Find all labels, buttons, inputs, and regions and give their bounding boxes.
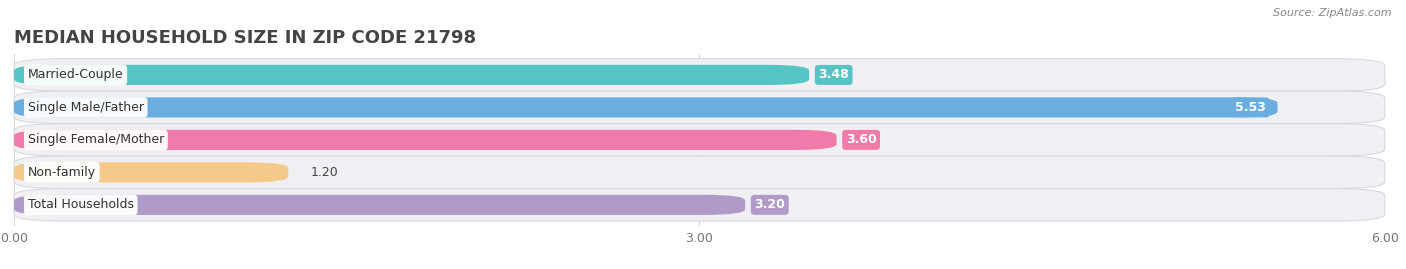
Text: 3.48: 3.48 — [818, 68, 849, 82]
FancyBboxPatch shape — [14, 156, 1385, 189]
FancyBboxPatch shape — [14, 189, 1385, 221]
FancyBboxPatch shape — [14, 59, 1385, 91]
Text: Source: ZipAtlas.com: Source: ZipAtlas.com — [1274, 8, 1392, 18]
Text: Single Male/Father: Single Male/Father — [28, 101, 143, 114]
FancyBboxPatch shape — [14, 91, 1385, 124]
FancyBboxPatch shape — [14, 97, 1278, 118]
Text: 1.20: 1.20 — [311, 166, 339, 179]
Text: Non-family: Non-family — [28, 166, 96, 179]
Text: Total Households: Total Households — [28, 198, 134, 211]
Text: Single Female/Mother: Single Female/Mother — [28, 133, 165, 146]
FancyBboxPatch shape — [14, 195, 745, 215]
FancyBboxPatch shape — [14, 130, 837, 150]
FancyBboxPatch shape — [14, 65, 810, 85]
FancyBboxPatch shape — [14, 124, 1385, 156]
Text: 3.60: 3.60 — [846, 133, 876, 146]
Text: Married-Couple: Married-Couple — [28, 68, 124, 82]
FancyBboxPatch shape — [14, 162, 288, 182]
Text: MEDIAN HOUSEHOLD SIZE IN ZIP CODE 21798: MEDIAN HOUSEHOLD SIZE IN ZIP CODE 21798 — [14, 29, 477, 47]
Text: 3.20: 3.20 — [755, 198, 785, 211]
Text: 5.53: 5.53 — [1236, 101, 1267, 114]
